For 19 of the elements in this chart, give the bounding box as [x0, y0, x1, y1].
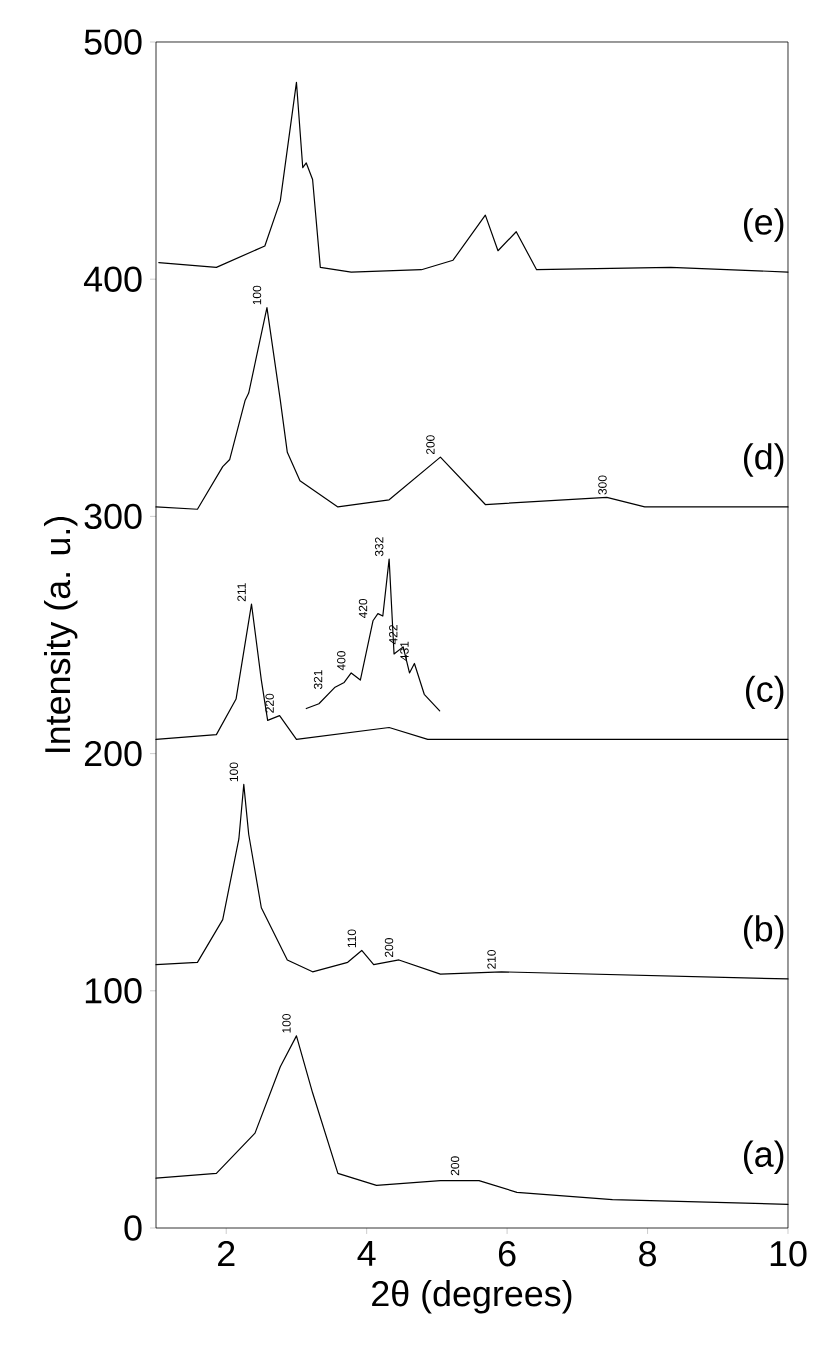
- x-axis-title: 2θ (degrees): [372, 1280, 572, 1314]
- y-tick-label: 500: [84, 29, 142, 55]
- series-label: (b): [743, 915, 784, 949]
- series-label: (c): [746, 675, 784, 710]
- x-tick-label: 6: [498, 1241, 516, 1267]
- y-tick-label: 300: [84, 503, 142, 530]
- series-label: (d): [743, 443, 784, 477]
- y-tick-label: 0: [124, 1215, 142, 1241]
- x-tick-label: 8: [639, 1241, 656, 1267]
- x-tick-label: 4: [357, 1241, 376, 1266]
- series-label: (e): [743, 208, 784, 242]
- y-tick-label: 400: [83, 266, 142, 292]
- y-tick-label: 100: [85, 978, 142, 1004]
- x-tick-label: 2: [218, 1241, 235, 1267]
- series-label: (a): [743, 1140, 784, 1174]
- line-series: [305, 558, 441, 712]
- y-tick-label: 200: [84, 740, 142, 767]
- x-tick-label: 10: [770, 1241, 807, 1267]
- y-axis-title: Intensity (a. u.): [43, 516, 78, 752]
